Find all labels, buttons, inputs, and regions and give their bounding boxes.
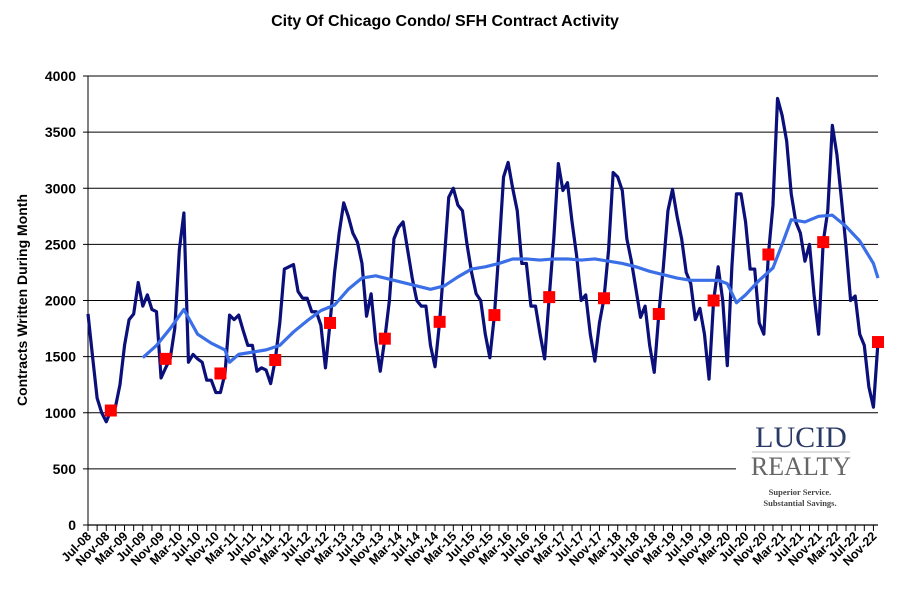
y-tick-label: 3000 [45,180,76,196]
logo-line2: REALTY [751,452,851,481]
y-tick-label: 500 [53,461,77,477]
logo-tagline2: Substantial Savings. [763,498,836,508]
monthly-contracts-line [86,96,880,424]
december-marker [378,332,391,345]
lucid-realty-logo: LUCID REALTY Superior Service. Substanti… [736,418,878,518]
y-axis-label: Contracts Written During Month [14,194,30,406]
december-marker [707,294,720,307]
december-marker [214,367,227,380]
y-tick-label: 1000 [45,405,76,421]
december-marker [488,309,501,322]
logo-tagline1: Superior Service. [769,487,832,497]
december-marker [104,404,117,417]
y-tick-label: 2000 [45,293,76,309]
y-tick-label: 3500 [45,124,76,140]
y-tick-label: 0 [68,517,76,533]
december-marker [433,315,446,328]
y-tick-label: 4000 [45,68,76,84]
december-marker [159,352,172,365]
x-tick-labels: Jul-08Nov-08Mar-09Jul-09Nov-09Mar-10Jul-… [59,529,880,568]
logo-line1: LUCID [755,421,847,454]
december-marker [872,336,884,349]
y-tick-label: 1500 [45,349,76,365]
december-marker [269,353,282,366]
december-marker [762,248,775,261]
december-marker [652,307,665,320]
series-layer [86,96,884,424]
december-marker [598,292,611,305]
moving-average-line [141,213,880,364]
december-marker [324,316,337,329]
y-tick-labels: 0 500 1000 1500 2000 2500 3000 3500 4000 [45,68,76,533]
december-marker [817,236,830,249]
y-tick-label: 2500 [45,236,76,252]
december-marker [543,291,556,304]
chart-title: City Of Chicago Condo/ SFH Contract Acti… [271,13,619,30]
